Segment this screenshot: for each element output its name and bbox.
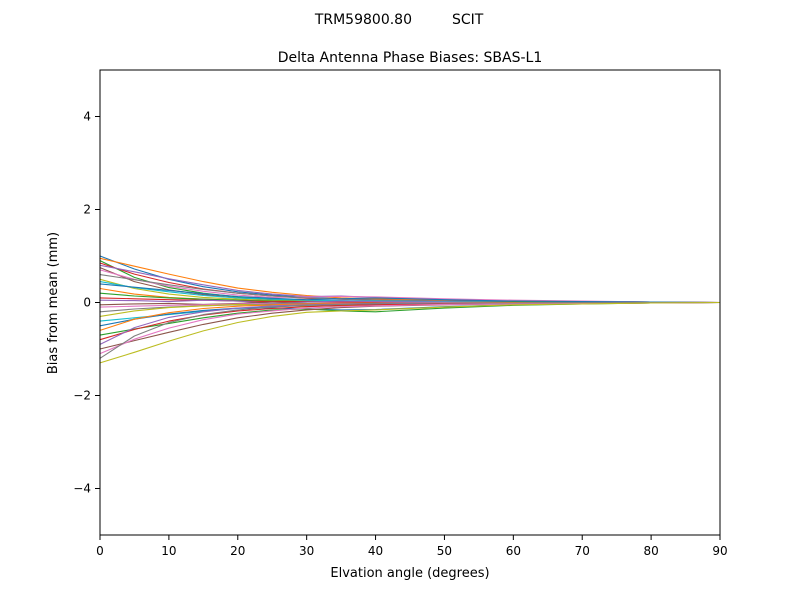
series-line [99,301,721,336]
chart-title: Delta Antenna Phase Biases: SBAS-L1 [278,50,543,66]
x-tick-label: 50 [437,544,452,558]
x-tick-label: 0 [96,544,104,558]
series-line [99,283,721,304]
y-tick-label: 2 [83,203,91,217]
series-line [99,301,721,364]
x-tick-label: 60 [506,544,521,558]
series-line [99,301,721,355]
y-tick-label: 4 [83,110,91,124]
x-tick-label: 40 [368,544,383,558]
x-axis-label: Elvation angle (degrees) [330,566,489,581]
x-tick-label: 70 [575,544,590,558]
y-tick-label: −4 [73,482,91,496]
x-tick-label: 20 [230,544,245,558]
x-tick-label: 90 [712,544,727,558]
series-line [99,301,721,359]
y-axis-label: Bias from mean (mm) [46,232,61,374]
x-tick-label: 80 [643,544,658,558]
plot-area: 0 10 20 30 40 50 60 70 80 90 −4 −2 0 2 4 [73,69,728,558]
series-line [99,267,721,304]
chart-suptitle-station: TRM59800.80 [314,12,412,28]
y-tick-label: 0 [83,296,91,310]
series-line [99,269,721,304]
x-tick-label: 30 [299,544,314,558]
y-tick-label: −2 [73,389,91,403]
x-tick-label: 10 [161,544,176,558]
chart-suptitle-label: SCIT [452,12,484,28]
